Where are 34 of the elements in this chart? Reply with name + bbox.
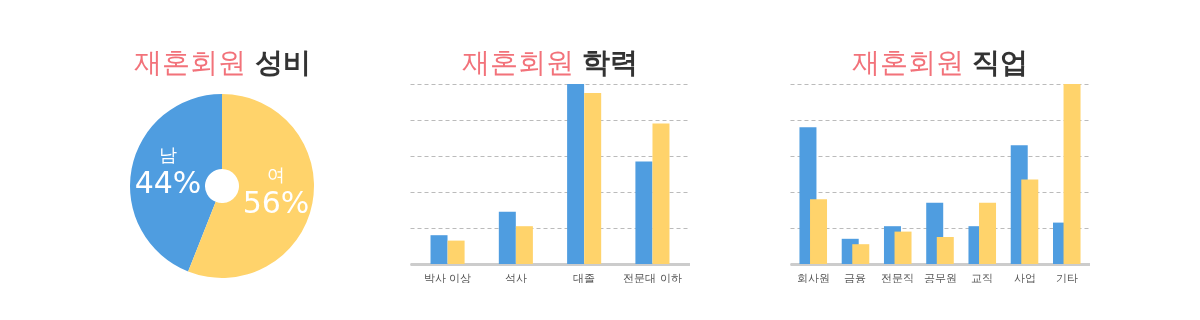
bar: [652, 123, 670, 264]
donut-slice: [130, 94, 222, 272]
bar: [979, 202, 997, 264]
x-tick-label: 금융: [844, 271, 867, 285]
bar: [894, 231, 912, 264]
x-tick-label: 사업: [1013, 271, 1036, 285]
x-tick-label: 대졸: [573, 271, 596, 285]
chart-title: 재혼회원 성비: [134, 46, 311, 79]
bar: [1021, 179, 1039, 264]
bar: [852, 244, 870, 264]
data-label: 44%: [134, 164, 202, 200]
slice-label: 남: [158, 143, 177, 165]
bar: [584, 93, 602, 264]
data-label: 56%: [242, 185, 310, 221]
chart-title: 재혼회원 학력: [461, 46, 639, 79]
bar: [1063, 84, 1081, 264]
slice-label: 여: [267, 164, 286, 186]
x-tick-label: 전문대 이하: [623, 271, 682, 285]
bar: [635, 161, 653, 264]
bar: [515, 226, 533, 264]
x-tick-label: 박사 이상: [423, 271, 472, 285]
x-tick-label: 교직: [971, 271, 994, 285]
x-tick-label: 기타: [1055, 271, 1078, 285]
bar: [567, 84, 585, 264]
bar: [810, 199, 828, 264]
x-tick-label: 석사: [504, 271, 527, 285]
bar: [430, 235, 448, 264]
bar: [447, 240, 465, 264]
bar: [936, 237, 954, 264]
x-tick-label: 회사원: [796, 271, 830, 285]
bar: [498, 211, 516, 264]
chart-title: 재혼회원 직업: [851, 46, 1029, 79]
x-tick-label: 전문직: [881, 271, 915, 285]
x-tick-label: 공무원: [923, 271, 957, 285]
